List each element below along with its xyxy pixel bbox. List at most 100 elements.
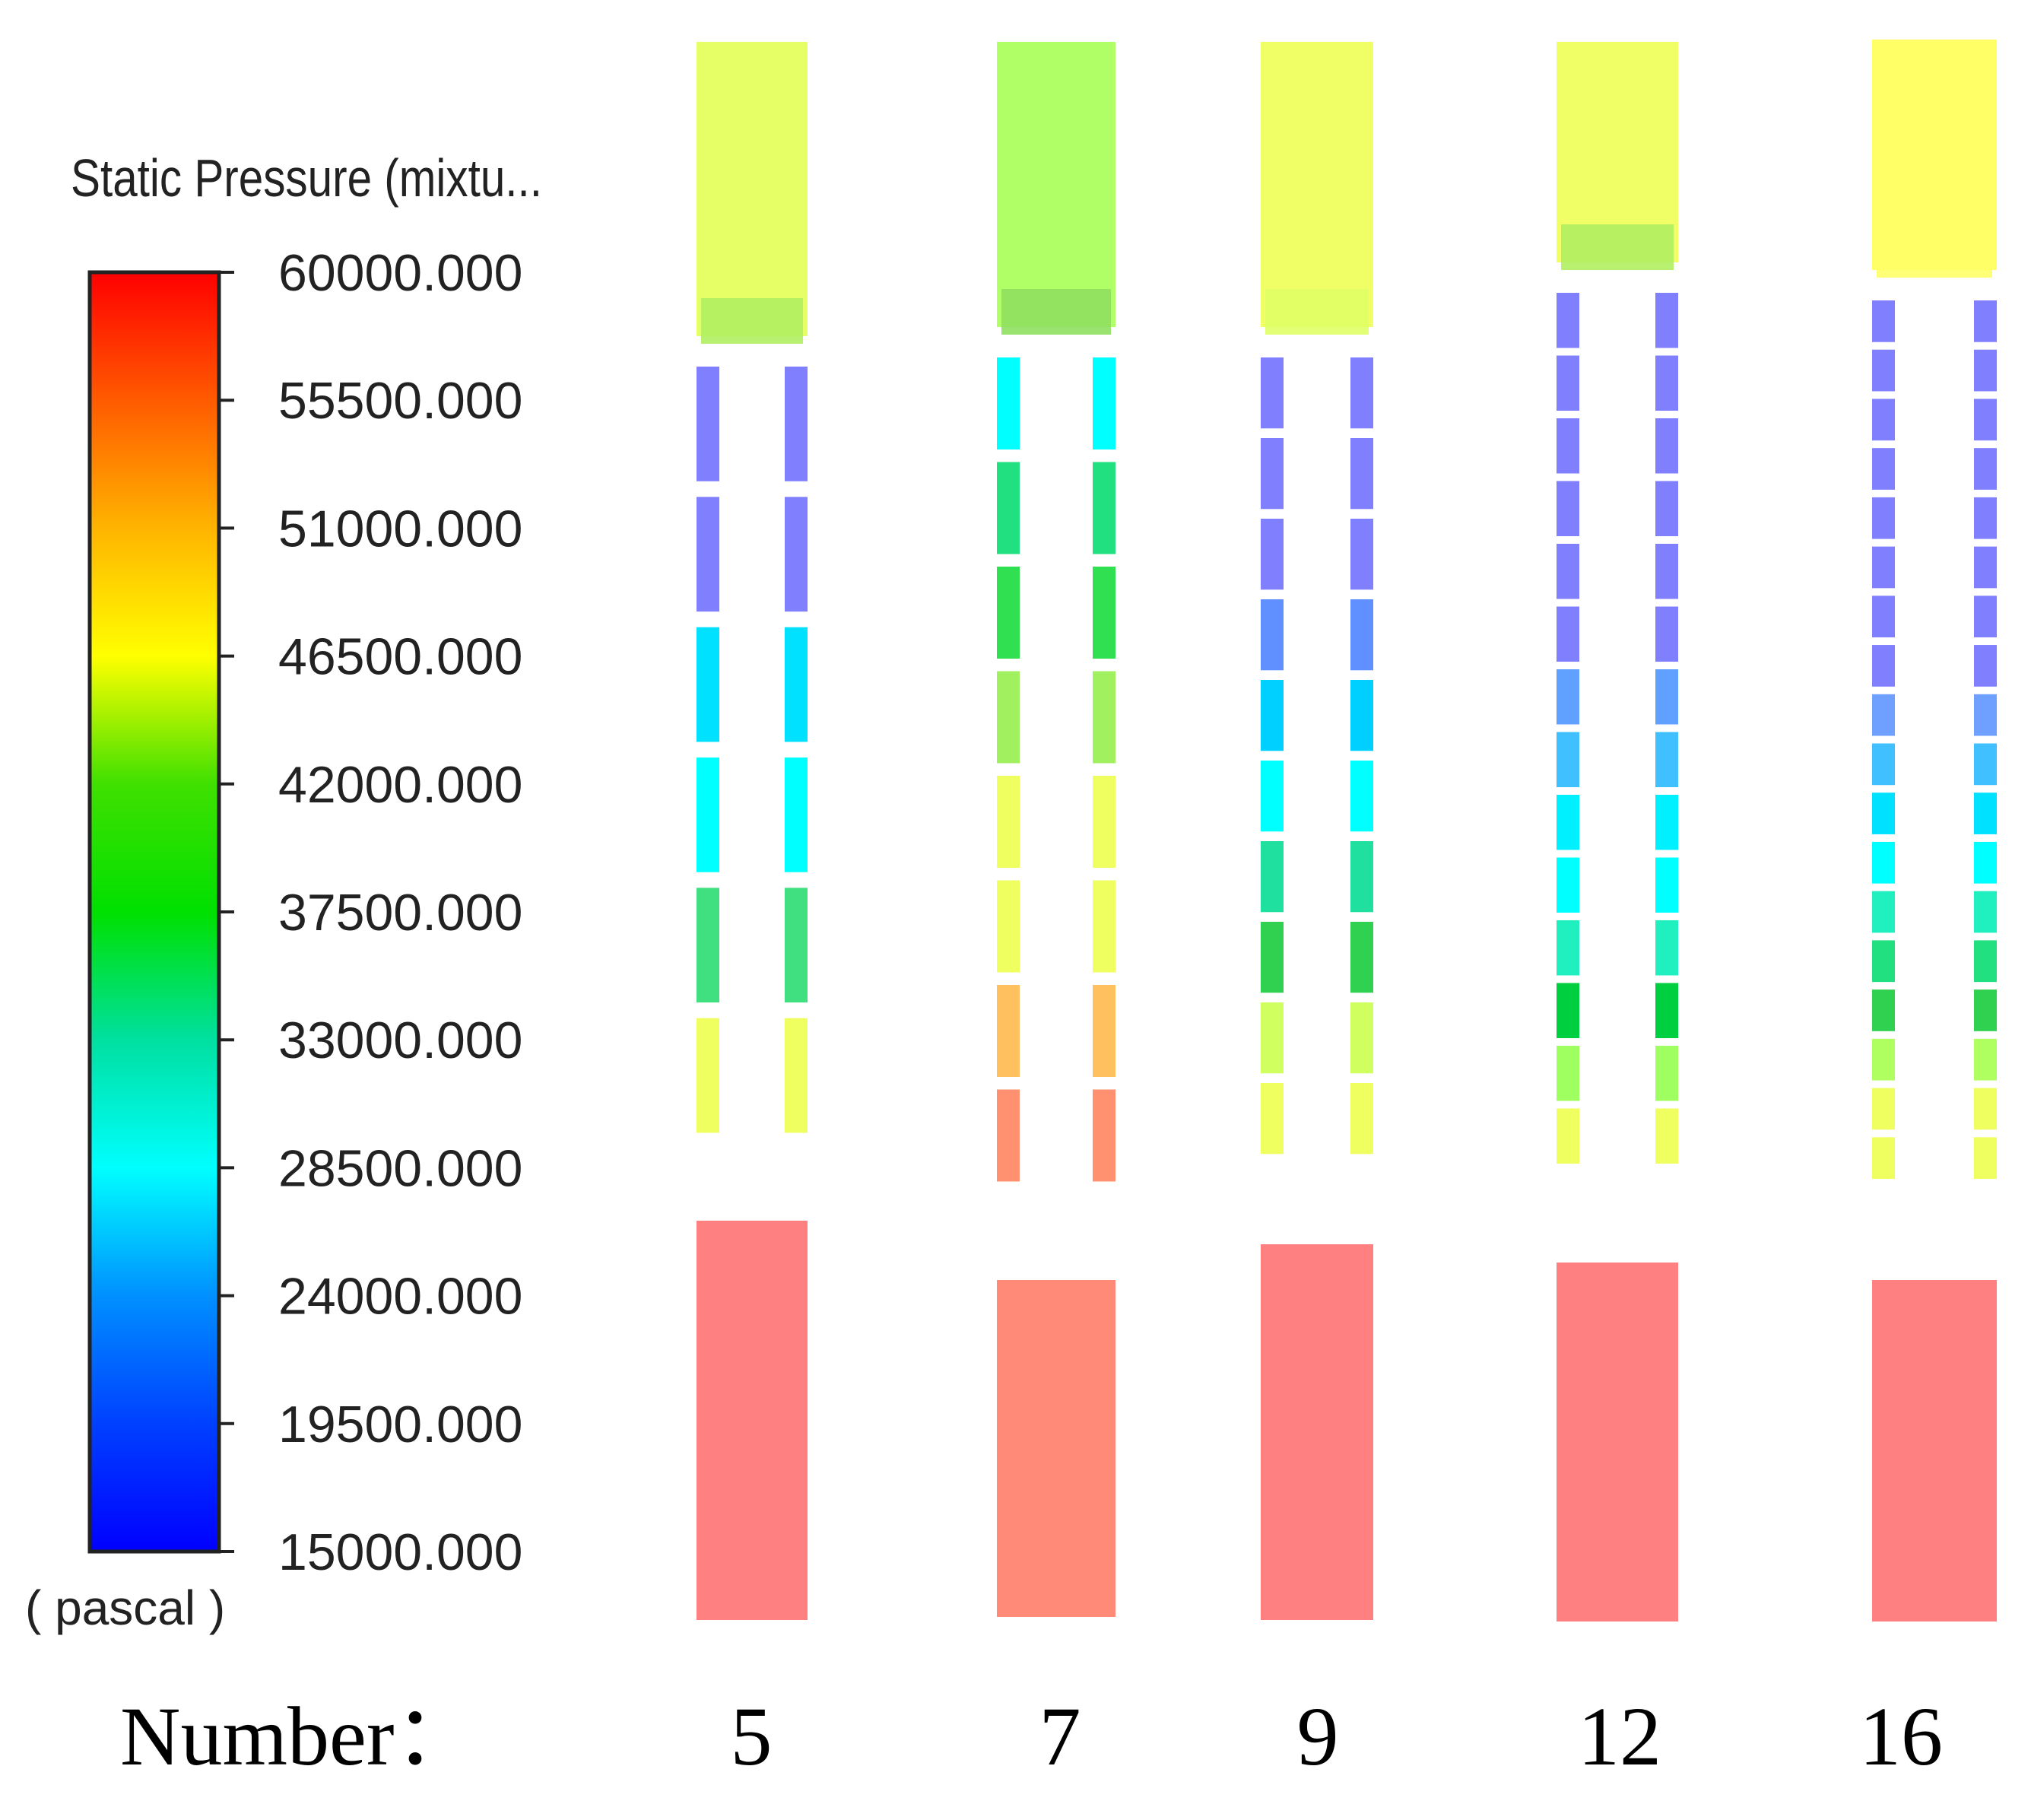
cell-right bbox=[1350, 438, 1373, 510]
top-reservoir bbox=[697, 42, 808, 336]
cell-left bbox=[1261, 1083, 1284, 1155]
column-12 bbox=[1557, 42, 1678, 1621]
cell-left bbox=[1872, 497, 1895, 539]
cell-left bbox=[697, 888, 719, 1003]
top-throat bbox=[1265, 289, 1369, 335]
cell-right bbox=[1974, 596, 1997, 638]
cell-left bbox=[997, 462, 1020, 554]
cell-left bbox=[997, 776, 1020, 868]
cell-left bbox=[1872, 694, 1895, 736]
cell-left bbox=[1872, 546, 1895, 589]
cell-left bbox=[1557, 418, 1579, 474]
cell-right bbox=[1974, 399, 1997, 441]
cell-left bbox=[1557, 481, 1579, 536]
column-16 bbox=[1872, 40, 1997, 1621]
legend: Static Pressure (mixtu... 60000.000 55500… bbox=[25, 148, 542, 1635]
cell-left bbox=[1557, 544, 1579, 599]
cell-left bbox=[1557, 293, 1579, 348]
tick-label: 28500.000 bbox=[278, 1139, 522, 1197]
bottom-reservoir bbox=[1557, 1263, 1678, 1621]
cell-left bbox=[997, 880, 1020, 973]
column-number: 9 bbox=[1297, 1690, 1339, 1783]
cell-right bbox=[1974, 743, 1997, 786]
tick-label: 51000.000 bbox=[278, 500, 522, 557]
cell-left bbox=[1557, 606, 1579, 662]
cell-right bbox=[1093, 776, 1115, 868]
cell-left bbox=[697, 367, 719, 481]
cell-right bbox=[1655, 606, 1678, 662]
cell-left bbox=[1557, 1046, 1579, 1101]
column-5 bbox=[697, 42, 808, 1620]
cell-left bbox=[1261, 519, 1284, 590]
tick-label: 33000.000 bbox=[278, 1012, 522, 1069]
cell-right bbox=[1655, 983, 1678, 1038]
cell-left bbox=[1261, 1002, 1284, 1074]
cell-right bbox=[1655, 669, 1678, 725]
top-throat bbox=[1877, 232, 1992, 278]
cell-right bbox=[1974, 497, 1997, 539]
top-reservoir bbox=[1261, 42, 1373, 327]
cell-right bbox=[1974, 349, 1997, 392]
cell-right bbox=[1655, 1046, 1678, 1101]
top-throat bbox=[1561, 224, 1674, 270]
column-7 bbox=[997, 42, 1115, 1617]
cell-left bbox=[1872, 989, 1895, 1031]
cell-right bbox=[785, 497, 808, 612]
cell-left bbox=[1872, 596, 1895, 638]
cell-left bbox=[1261, 680, 1284, 751]
cell-left bbox=[1872, 1038, 1895, 1081]
cell-right bbox=[785, 758, 808, 872]
cell-left bbox=[1872, 940, 1895, 983]
cell-right bbox=[1974, 1137, 1997, 1179]
cell-left bbox=[1872, 1088, 1895, 1130]
cell-right bbox=[1974, 645, 1997, 687]
tick-label: 60000.000 bbox=[278, 244, 522, 302]
column-number: 12 bbox=[1578, 1690, 1661, 1783]
cell-left bbox=[1557, 857, 1579, 913]
legend-title: Static Pressure (mixtu... bbox=[71, 148, 542, 208]
tick-label: 42000.000 bbox=[278, 756, 522, 814]
cell-right bbox=[1655, 418, 1678, 474]
cell-right bbox=[1974, 792, 1997, 834]
cell-right bbox=[1350, 1083, 1373, 1155]
cell-left bbox=[1557, 732, 1579, 787]
column-numbers: 5 7 9 12 16 bbox=[731, 1690, 1944, 1783]
tick-label: 24000.000 bbox=[278, 1268, 522, 1326]
number-label: Number： bbox=[120, 1690, 478, 1783]
cell-left bbox=[697, 627, 719, 742]
cell-right bbox=[1093, 985, 1115, 1077]
cell-left bbox=[1261, 761, 1284, 832]
cell-right bbox=[1655, 544, 1678, 599]
bottom-reservoir bbox=[1261, 1244, 1373, 1620]
cell-right bbox=[1974, 891, 1997, 933]
bottom-reservoir bbox=[697, 1221, 808, 1620]
cell-right bbox=[785, 888, 808, 1003]
tick-label: 19500.000 bbox=[278, 1396, 522, 1453]
column-9 bbox=[1261, 42, 1373, 1620]
cell-right bbox=[1350, 841, 1373, 913]
cell-right bbox=[1350, 761, 1373, 832]
cell-right bbox=[1093, 671, 1115, 764]
cell-right bbox=[1655, 1108, 1678, 1164]
cell-left bbox=[1872, 399, 1895, 441]
cell-right bbox=[1350, 519, 1373, 590]
cell-left bbox=[1261, 922, 1284, 993]
cell-left bbox=[1557, 920, 1579, 976]
cell-left bbox=[1872, 300, 1895, 342]
cell-right bbox=[785, 367, 808, 481]
pressure-columns bbox=[697, 40, 1997, 1621]
cell-left bbox=[1557, 1108, 1579, 1164]
tick-label: 55500.000 bbox=[278, 372, 522, 430]
cell-left bbox=[1872, 448, 1895, 490]
cell-right bbox=[1093, 880, 1115, 973]
cell-left bbox=[1872, 792, 1895, 834]
cell-left bbox=[1872, 645, 1895, 687]
tick-label: 37500.000 bbox=[278, 884, 522, 942]
cell-right bbox=[1093, 1089, 1115, 1182]
cell-left bbox=[1872, 743, 1895, 786]
cell-right bbox=[1655, 293, 1678, 348]
cell-left bbox=[1557, 983, 1579, 1038]
tick-label: 15000.000 bbox=[278, 1523, 522, 1581]
cell-right bbox=[1350, 1002, 1373, 1074]
